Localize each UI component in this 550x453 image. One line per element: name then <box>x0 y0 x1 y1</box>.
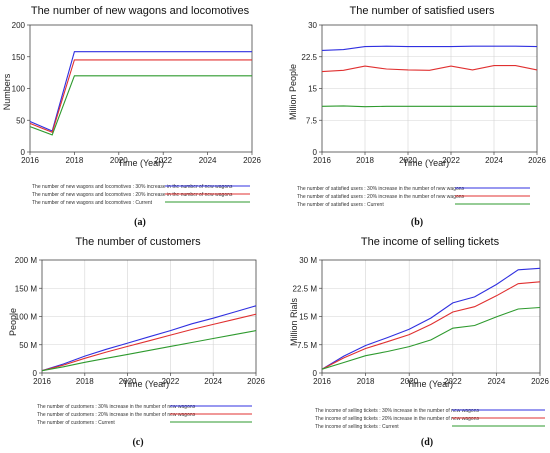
x-axis-label: Time (Year) <box>403 158 449 168</box>
x-tick-label: 2020 <box>110 156 128 165</box>
chart-legend: The number of satisfied users : 30% incr… <box>297 186 530 208</box>
y-tick-label: 50 <box>16 116 25 125</box>
panel-label: (b) <box>411 217 423 228</box>
x-tick-label: 2020 <box>400 377 418 386</box>
series-line-2 <box>321 65 538 73</box>
y-tick-label: 100 <box>12 85 26 94</box>
series-line-1 <box>29 51 252 132</box>
x-tick-label: 2022 <box>162 377 180 386</box>
x-tick-label: 2024 <box>488 377 506 386</box>
panel-label: (a) <box>134 217 146 228</box>
legend-label: The number of customers : 20% increase i… <box>37 412 196 418</box>
x-tick-label: 2024 <box>199 156 217 165</box>
x-tick-label: 2016 <box>21 156 39 165</box>
y-tick-label: 200 <box>12 21 26 30</box>
legend-label: The number of customers : 30% increase i… <box>37 404 196 410</box>
legend-label: The number of satisfied users : Current <box>297 202 384 208</box>
chart-title: The income of selling tickets <box>361 236 500 248</box>
x-tick-label: 2026 <box>243 156 261 165</box>
y-tick-label: 30 M <box>299 256 317 265</box>
y-tick-label: 150 <box>12 53 26 62</box>
series-line-3 <box>41 330 257 372</box>
chart-panel-2: The number of satisfied users 0 7.5 15 22.5 3… <box>288 5 546 228</box>
chart-title: The number of satisfied users <box>350 5 495 17</box>
y-tick-label: 0 <box>33 369 38 378</box>
chart-panel-1: The number of new wagons and locomotives… <box>2 5 261 228</box>
x-tick-label: 2020 <box>119 377 137 386</box>
x-tick-label: 2022 <box>154 156 172 165</box>
series-line-2 <box>29 59 252 134</box>
y-axis-label: Million People <box>288 64 298 120</box>
x-tick-label: 2026 <box>528 156 546 165</box>
y-tick-label: 22.5 M <box>293 284 318 293</box>
legend-label: The number of customers : Current <box>37 420 115 426</box>
legend-label: The number of new wagons and locomotives… <box>32 184 233 190</box>
legend-label: The income of selling tickets : 20% incr… <box>315 416 479 422</box>
legend-label: The number of new wagons and locomotives… <box>32 192 233 198</box>
plot-frame <box>29 24 253 153</box>
chart-legend: The income of selling tickets : 30% incr… <box>315 408 545 430</box>
x-tick-label: 2016 <box>313 377 331 386</box>
chart-title: The number of customers <box>75 236 201 248</box>
x-tick-label: 2026 <box>531 377 549 386</box>
panel-label: (c) <box>132 437 143 448</box>
y-tick-label: 30 <box>308 21 317 30</box>
series-line-2 <box>41 313 257 372</box>
series-line-3 <box>321 105 537 108</box>
legend-label: The income of selling tickets : Current <box>315 424 399 430</box>
x-tick-label: 2026 <box>247 377 265 386</box>
series-line-1 <box>321 45 538 51</box>
y-tick-label: 7.5 M <box>297 341 317 350</box>
x-tick-label: 2024 <box>485 156 503 165</box>
series-line-1 <box>41 305 257 372</box>
x-axis-label: Time (Year) <box>118 158 164 168</box>
legend-label: The number of satisfied users : 30% incr… <box>297 186 465 192</box>
chart-legend: The number of customers : 30% increase i… <box>37 404 252 426</box>
chart-panel-3: The number of customers 0 50 M 100 M 150 M 20… <box>8 236 265 448</box>
y-axis-label: Numbers <box>2 73 12 110</box>
y-tick-label: 0 <box>313 148 318 157</box>
y-tick-label: 22.5 <box>301 53 317 62</box>
series-line-1 <box>321 267 541 370</box>
x-tick-label: 2024 <box>204 377 222 386</box>
x-tick-label: 2018 <box>357 377 375 386</box>
x-tick-label: 2016 <box>313 156 331 165</box>
x-tick-label: 2016 <box>33 377 51 386</box>
y-tick-label: 150 M <box>15 284 38 293</box>
x-tick-label: 2018 <box>66 156 84 165</box>
x-tick-label: 2018 <box>76 377 94 386</box>
chart-panel-4: The income of selling tickets 0 7.5 M 15 M 2… <box>289 236 549 448</box>
y-tick-label: 15 M <box>299 313 317 322</box>
y-tick-label: 0 <box>21 148 26 157</box>
legend-label: The number of new wagons and locomotives… <box>32 200 153 206</box>
chart-title: The number of new wagons and locomotives <box>31 5 250 17</box>
series-line-3 <box>29 75 252 136</box>
x-axis-label: Time (Year) <box>407 379 453 389</box>
chart-legend: The number of new wagons and locomotives… <box>32 184 250 206</box>
series-line-2 <box>321 281 541 370</box>
y-axis-label: People <box>8 308 18 336</box>
x-axis-label: Time (Year) <box>123 379 169 389</box>
y-tick-label: 200 M <box>15 256 38 265</box>
legend-label: The number of satisfied users : 20% incr… <box>297 194 465 200</box>
x-tick-label: 2022 <box>444 377 462 386</box>
y-tick-label: 15 <box>308 85 317 94</box>
y-tick-label: 7.5 <box>306 116 318 125</box>
y-tick-label: 0 <box>313 369 318 378</box>
legend-label: The income of selling tickets : 30% incr… <box>315 408 479 414</box>
x-tick-label: 2018 <box>356 156 374 165</box>
y-tick-label: 50 M <box>19 341 37 350</box>
series-line-3 <box>321 306 541 370</box>
y-tick-label: 100 M <box>15 313 38 322</box>
panel-label: (d) <box>421 437 433 448</box>
y-axis-label: Million Rials <box>289 297 299 346</box>
x-tick-label: 2022 <box>442 156 460 165</box>
x-tick-label: 2020 <box>399 156 417 165</box>
